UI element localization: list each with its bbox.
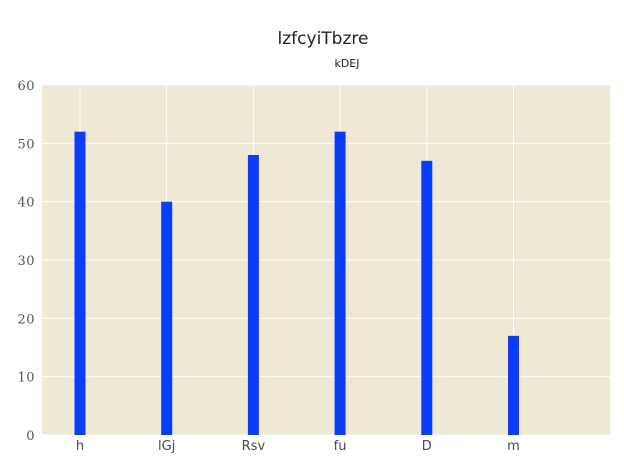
chart-subtitle: kDEJ (334, 57, 359, 70)
bar (508, 335, 519, 435)
x-tick-label: fu (334, 439, 347, 454)
bar (421, 160, 433, 436)
x-tick-label: m (507, 439, 520, 454)
bar (161, 201, 173, 435)
chart-title: lzfcyiTbzre (278, 29, 369, 49)
y-tick-label: 20 (17, 312, 35, 327)
y-tick-label: 40 (17, 196, 35, 211)
bar (74, 131, 86, 435)
bars (74, 131, 519, 436)
x-tick-label: D (422, 439, 432, 454)
y-tick-label: 0 (26, 429, 35, 444)
x-tick-label: h (76, 439, 84, 454)
y-tick-label: 30 (17, 254, 35, 269)
y-axis-ticks: 0 10 20 30 40 50 60 (17, 79, 35, 444)
y-tick-label: 10 (17, 371, 35, 386)
y-tick-label: 60 (17, 79, 35, 94)
bar (334, 131, 346, 435)
bar (247, 155, 259, 435)
y-tick-label: 50 (17, 137, 35, 152)
x-tick-label: Rsv (242, 439, 266, 454)
x-tick-label: lGj (158, 439, 175, 454)
